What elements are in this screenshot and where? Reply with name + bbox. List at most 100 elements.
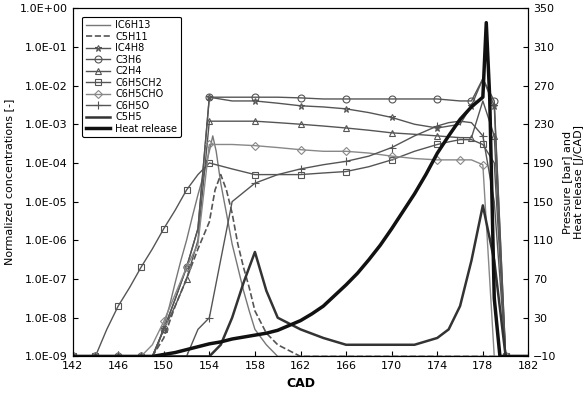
C5H5 [456,304,463,309]
C6H5O [411,134,418,138]
IC6H13 [297,354,304,359]
C6H5O [252,181,259,186]
IC4H8 [81,354,88,359]
IC6H13 [183,238,190,243]
C3H6 [411,97,418,101]
IC6H13 [166,304,173,309]
Heat release [183,347,190,352]
IC6H13 [195,192,202,197]
C3H6 [491,98,498,103]
C6H5CHO [502,354,509,359]
C3H6 [343,97,350,101]
Heat release [331,293,338,298]
Heat release [149,354,156,359]
IC4H8 [195,226,202,231]
C2H4 [468,135,475,140]
C5H5 [320,336,327,340]
C2H4 [411,132,418,137]
Heat release [240,335,247,340]
C2H4 [252,119,259,124]
C3H6 [103,354,111,359]
Line: C2H4: C2H4 [69,97,509,360]
IC4H8 [274,101,281,106]
IC6H13 [274,354,281,359]
C3H6 [456,98,463,103]
Line: IC6H13: IC6H13 [72,136,506,357]
Line: C6H5CHO: C6H5CHO [70,142,509,359]
C6H5CH2 [81,354,88,359]
IC4H8 [468,103,475,108]
C5H5 [138,354,145,359]
C5H11 [252,309,259,313]
C5H11 [240,265,247,270]
C6H5CH2 [160,226,167,231]
C6H5CH2 [138,265,145,270]
C6H5CHO [479,162,486,167]
C2H4 [365,128,372,133]
C5H5 [263,288,270,293]
C5H5 [297,327,304,332]
C6H5CHO [69,354,76,359]
C5H5 [491,258,498,263]
C6H5O [103,354,111,359]
C3H6 [206,95,213,100]
C5H11 [229,211,236,216]
IC6H13 [388,354,395,359]
C3H6 [320,97,327,101]
C6H5CH2 [411,149,418,154]
IC6H13 [365,354,372,359]
IC4H8 [434,126,441,130]
IC6H13 [92,354,99,359]
C5H11 [297,354,304,359]
C5H11 [445,354,452,359]
C3H6 [126,354,133,359]
C6H5O [92,354,99,359]
C6H5CHO [468,158,475,162]
C3H6 [434,97,441,101]
C2H4 [343,126,350,130]
C3H6 [81,354,88,359]
C2H4 [115,354,122,359]
C2H4 [479,98,486,103]
C5H11 [223,188,230,192]
C6H5CHO [229,142,236,147]
C6H5O [195,327,202,332]
C2H4 [491,134,498,138]
Heat release [486,95,493,100]
Heat release [252,333,259,338]
C6H5O [229,199,236,204]
Heat release [274,328,281,333]
Heat release [217,340,224,344]
C5H5 [502,354,509,359]
C6H5CH2 [343,169,350,174]
Heat release [115,354,122,359]
C3H6 [195,226,202,231]
C3H6 [69,354,76,359]
C3H6 [502,354,509,359]
IC6H13 [252,327,259,332]
IC4H8 [172,297,179,302]
C3H6 [183,265,190,270]
Heat release [400,209,407,214]
C3H6 [149,354,156,359]
C6H5CH2 [92,354,99,359]
C6H5CH2 [149,247,156,251]
C6H5CHO [183,265,190,270]
C5H5 [229,315,236,320]
C6H5CHO [274,145,281,150]
Heat release [496,354,503,359]
C6H5O [445,120,452,125]
C6H5CHO [206,142,213,147]
C2H4 [229,119,236,124]
C5H5 [206,354,213,359]
C3H6 [468,98,475,103]
C5H11 [246,285,253,290]
C2H4 [103,354,111,359]
IC6H13 [155,342,162,347]
C6H5CH2 [502,354,509,359]
IC4H8 [502,354,509,359]
C5H11 [331,354,338,359]
C6H5O [456,119,463,124]
C6H5CH2 [445,139,452,144]
IC4H8 [103,354,111,359]
